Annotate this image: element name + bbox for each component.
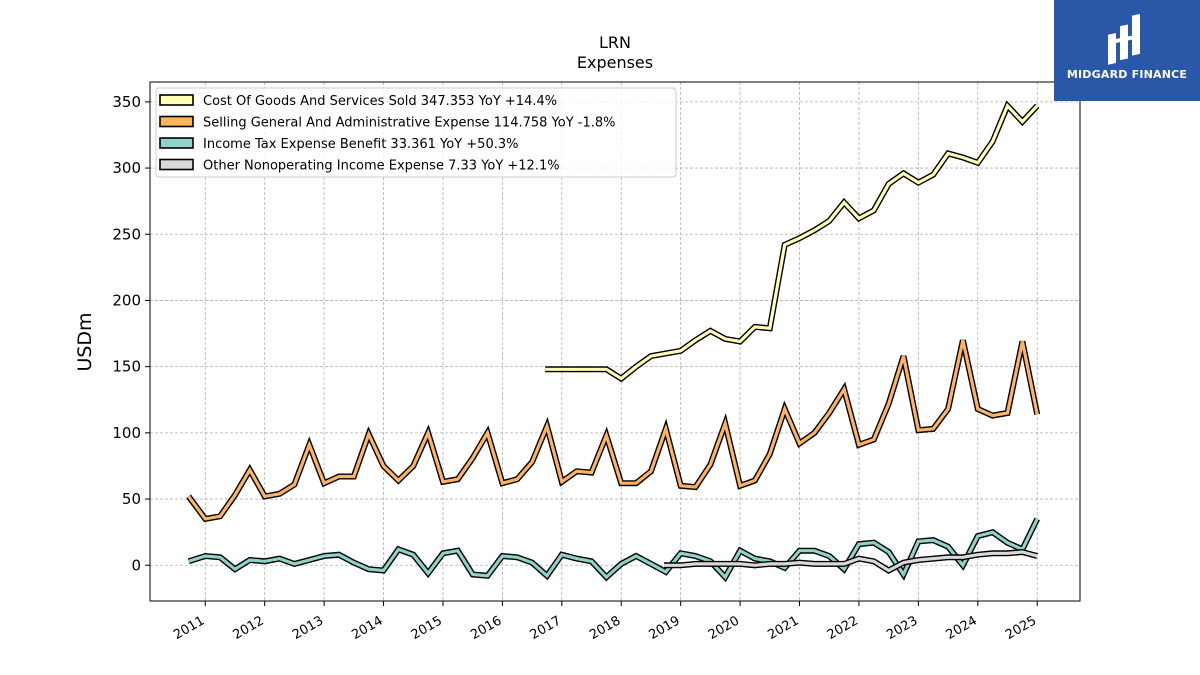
legend-label-3: Other Nonoperating Income Expense 7.33 Y… (203, 159, 560, 174)
legend-swatch-0 (159, 94, 194, 106)
y-tick-label: 100 (112, 424, 141, 442)
legend-swatch-2 (159, 137, 194, 149)
y-tick-label: 50 (122, 490, 141, 508)
logo-text: MIDGARD FINANCE (1066, 68, 1188, 81)
y-tick-label: 300 (112, 159, 141, 177)
plot-frame (149, 81, 1081, 602)
y-tick-label: 200 (112, 291, 141, 309)
series-line-0 (545, 102, 1039, 381)
series-line-1 (187, 339, 1039, 521)
y-tick-label: 0 (131, 556, 141, 574)
legend-label-2: Income Tax Expense Benefit 33.361 YoY +5… (203, 137, 518, 152)
midgard-finance-logo: MIDGARD FINANCE (1054, 0, 1200, 101)
chart-subtitle: Expenses (577, 53, 653, 72)
y-tick-label: 150 (112, 358, 141, 376)
series-line-3 (664, 550, 1038, 573)
chart-title: LRN (599, 33, 631, 52)
logo-mark-icon (1108, 13, 1140, 65)
y-tick-label: 350 (112, 93, 141, 111)
legend-label-1: Selling General And Administrative Expen… (203, 116, 616, 131)
y-axis-label: USDm (74, 312, 96, 371)
legend-swatch-1 (159, 115, 194, 128)
legend: Cost Of Goods And Services Sold 347.353 … (155, 87, 677, 178)
legend-frame (155, 87, 677, 178)
legend-swatch-3 (159, 158, 194, 171)
y-axis: 0 50 100 150 200 250 300 350 (112, 93, 150, 574)
y-tick-label: 250 (112, 225, 141, 243)
series-group (186, 100, 1041, 583)
series-layer (186, 100, 1041, 583)
legend-label-0: Cost Of Goods And Services Sold 347.353 … (203, 94, 557, 109)
